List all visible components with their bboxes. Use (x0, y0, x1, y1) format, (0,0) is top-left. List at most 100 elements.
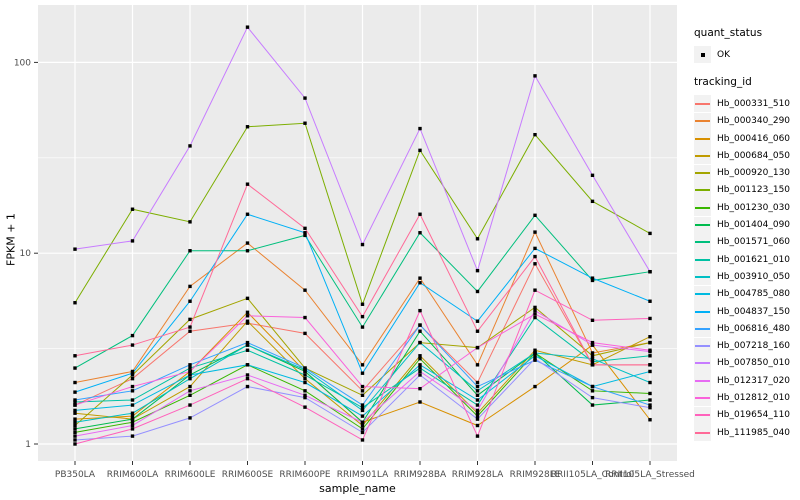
data-point (475, 268, 480, 273)
data-point (475, 393, 480, 397)
data-point (533, 254, 537, 259)
data-point (130, 376, 135, 381)
legend-label: Hb_000920_130 (717, 168, 791, 179)
data-point (303, 393, 307, 397)
data-point (590, 173, 595, 178)
data-point (130, 411, 135, 415)
data-point (590, 199, 595, 204)
data-point (418, 356, 422, 361)
data-point (245, 25, 250, 29)
data-point (245, 212, 250, 216)
data-point (418, 386, 422, 391)
legend-key-swatch (694, 164, 711, 182)
data-point (533, 230, 537, 234)
data-point (303, 366, 307, 370)
data-point (418, 212, 422, 216)
legend-label: Hb_007218_160 (717, 341, 791, 352)
data-point (245, 314, 250, 318)
x-tick-label: RRIM928BA (394, 470, 447, 480)
data-point (360, 414, 365, 418)
data-point (188, 384, 192, 389)
data-point (303, 376, 307, 381)
data-point (475, 345, 480, 350)
data-point (130, 207, 135, 211)
legend-line-icon (695, 137, 710, 140)
data-point (130, 389, 135, 393)
data-point (73, 427, 77, 431)
legend-key-swatch (694, 181, 711, 199)
legend-line-icon (695, 102, 710, 105)
legend-line-icon (695, 362, 710, 365)
data-point (590, 276, 595, 280)
legend-item-Hb_012812_010: Hb_012812_010 (694, 389, 790, 407)
data-point (188, 376, 192, 381)
data-point (475, 408, 480, 413)
data-point (360, 408, 365, 413)
data-point (73, 366, 77, 370)
legend-key-swatch (694, 389, 711, 407)
legend-key-swatch (694, 320, 711, 338)
data-point (475, 411, 480, 415)
data-point (303, 369, 307, 374)
legend-line-icon (695, 379, 710, 382)
legend-label: Hb_000331_510 (717, 98, 791, 109)
data-point (360, 371, 365, 375)
data-point (590, 363, 595, 367)
legend-line-icon (695, 189, 710, 192)
y-tick-label: 100 (14, 58, 31, 68)
data-point (360, 242, 365, 247)
legend-item-Hb_001404_090: Hb_001404_090 (694, 216, 790, 234)
legend-item-Hb_012317_020: Hb_012317_020 (694, 372, 791, 390)
legend-label: Hb_111985_040 (717, 427, 791, 438)
data-point (648, 340, 652, 345)
data-point (648, 348, 652, 352)
data-point (188, 317, 192, 322)
legend-key-swatch (694, 285, 711, 303)
legend-title-tracking-id: tracking_id (694, 76, 752, 89)
data-point (245, 343, 250, 347)
data-point (360, 427, 365, 431)
legend-label: Hb_006816_480 (717, 323, 791, 334)
data-point (533, 351, 537, 355)
data-point (188, 363, 192, 367)
legend-item-Hb_000331_510: Hb_000331_510 (694, 95, 791, 113)
legend-item-Hb_000416_060: Hb_000416_060 (694, 130, 790, 148)
x-tick-label: RRIM600SE (222, 470, 274, 480)
data-point (73, 417, 77, 421)
data-point (245, 319, 250, 323)
data-point (188, 144, 192, 148)
data-point (130, 403, 135, 407)
x-tick-label: RRIM901LA (337, 470, 389, 480)
data-point (130, 343, 135, 347)
legend-item-Hb_006816_480: Hb_006816_480 (694, 320, 791, 338)
data-point (418, 126, 422, 131)
data-point (303, 395, 307, 400)
data-point (418, 231, 422, 235)
legend-label-ok: OK (717, 49, 730, 60)
data-point (475, 289, 480, 294)
data-point (533, 262, 537, 266)
data-point (590, 389, 595, 393)
legend-label: Hb_000340_290 (717, 116, 791, 127)
data-point (245, 296, 250, 301)
legend-item-ok: OK (694, 46, 790, 64)
legend-label: Hb_007850_010 (717, 358, 791, 369)
series-markers (73, 25, 652, 446)
data-point (130, 417, 135, 421)
data-point (188, 403, 192, 407)
data-point (73, 301, 77, 305)
data-point (590, 356, 595, 361)
legend-line-icon (695, 431, 710, 434)
legend-key-swatch (694, 251, 711, 269)
legend-label: Hb_012317_020 (717, 375, 791, 386)
data-point (475, 237, 480, 241)
y-tick-label: 10 (20, 249, 32, 259)
data-point (245, 340, 250, 345)
legend-line-icon (695, 241, 710, 244)
legend-key-swatch (694, 354, 711, 372)
data-point (418, 369, 422, 374)
data-point (303, 315, 307, 320)
legend-line-icon (695, 206, 710, 209)
data-point (418, 363, 422, 367)
data-point (130, 369, 135, 374)
